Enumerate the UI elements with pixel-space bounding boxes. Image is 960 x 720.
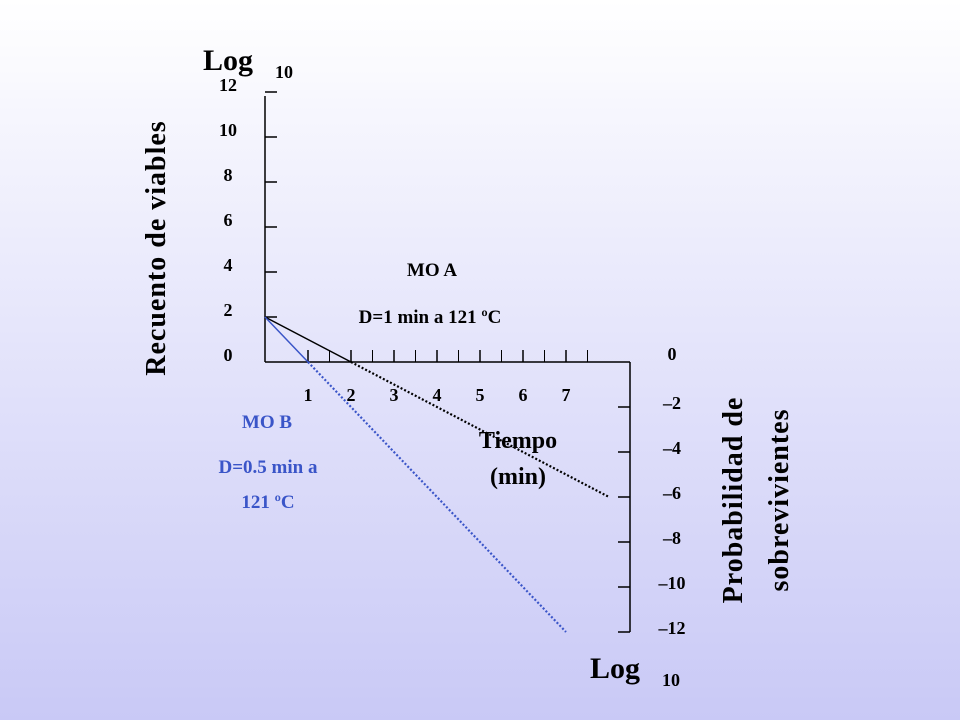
right-tick-label: –6 xyxy=(662,483,681,503)
series-line-dotted-a xyxy=(350,361,610,498)
right-axis-header-sub: 10 xyxy=(662,670,680,690)
x-tick-label: 6 xyxy=(519,385,528,405)
right-tick-label: 0 xyxy=(668,344,677,364)
left-tick-label: 2 xyxy=(224,300,233,320)
left-tick-label: 10 xyxy=(219,120,237,140)
x-axis-title-line2: (min) xyxy=(490,464,546,490)
right-axis-title-line1: Probabilidad de xyxy=(718,397,749,604)
right-tick-label: –10 xyxy=(658,573,686,593)
series-b-annotation-line1: D=0.5 min a xyxy=(219,457,318,478)
series-layer xyxy=(264,316,610,633)
x-tick-label: 7 xyxy=(562,385,571,405)
left-tick-label: 4 xyxy=(224,255,233,275)
x-tick-label: 2 xyxy=(347,385,356,405)
series-a-annotation: D=1 min a 121 ºC xyxy=(359,307,502,328)
x-tick-label: 5 xyxy=(476,385,485,405)
left-axis: 0 2 4 6 8 10 12 Log 10 Recuento de viables xyxy=(141,44,293,376)
series-b-label: MO B xyxy=(242,412,292,433)
left-axis-header: Log xyxy=(203,44,253,77)
left-tick-label: 12 xyxy=(219,75,237,95)
series-line-solid-b xyxy=(264,316,309,363)
left-axis-header-sub: 10 xyxy=(275,62,293,82)
x-tick-label: 4 xyxy=(433,385,442,405)
left-tick-label: 8 xyxy=(224,165,233,185)
series-b-annotation-line2: 121 ºC xyxy=(241,492,294,513)
x-tick-label: 3 xyxy=(390,385,399,405)
right-axis: 0 –2 –4 –6 –8 –10 –12 Log 10 Probabilidad de s… xyxy=(590,344,795,690)
right-tick-label: –12 xyxy=(658,618,686,638)
right-axis-title-line2: sobrevivientes xyxy=(764,408,795,591)
right-tick-label: –4 xyxy=(662,438,681,458)
left-axis-title: Recuento de viables xyxy=(141,120,172,375)
right-tick-label: –2 xyxy=(662,393,681,413)
left-tick-label: 6 xyxy=(224,210,233,230)
right-tick-label: –8 xyxy=(662,528,681,548)
right-axis-header: Log xyxy=(590,652,640,685)
left-tick-label: 0 xyxy=(224,345,233,365)
series-a-label: MO A xyxy=(407,260,457,281)
x-tick-label: 1 xyxy=(304,385,313,405)
series-line-solid-a xyxy=(264,316,352,363)
annotations: MO A D=1 min a 121 ºC MO B D=0.5 min a 1… xyxy=(219,260,502,513)
